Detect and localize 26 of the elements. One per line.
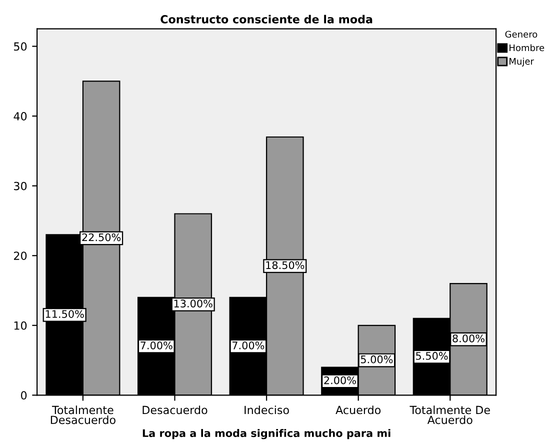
legend-label: Mujer [510,58,534,66]
y-tick-label: 40 [14,112,27,120]
y-tick-label: 20 [14,252,27,260]
legend-label: Hombre [510,44,544,52]
x-tick-label: Acuerdo [336,406,381,414]
legend-title: Genero [505,30,538,38]
chart-title: Constructo consciente de la moda [160,14,372,24]
annotation: 2.00% [324,376,356,384]
y-tick-label: 30 [14,182,27,190]
annotation: 7.00% [140,341,172,350]
annotation: 5.50% [416,352,448,360]
annotation: 5.00% [360,355,393,364]
x-tick-label: Desacuerdo [142,406,208,414]
annotation: 11.50% [46,310,84,318]
annotation: 22.50% [82,233,121,242]
x-tick-label: Indeciso [244,406,289,414]
x-tick-label: Totalmente Desacuerdo [50,406,116,424]
y-tick-label: 0 [20,391,27,400]
annotation: 13.00% [174,300,212,308]
annotation: 8.00% [452,334,484,342]
annotation: 7.00% [232,341,264,350]
y-tick-label: 50 [14,42,27,51]
y-tick-label: 10 [14,321,27,330]
x-axis-title: La ropa a la moda significa mucho para mi [142,429,390,440]
annotation: 18.50% [266,261,304,270]
x-tick-label: Totalmente De Acuerdo [410,406,490,424]
